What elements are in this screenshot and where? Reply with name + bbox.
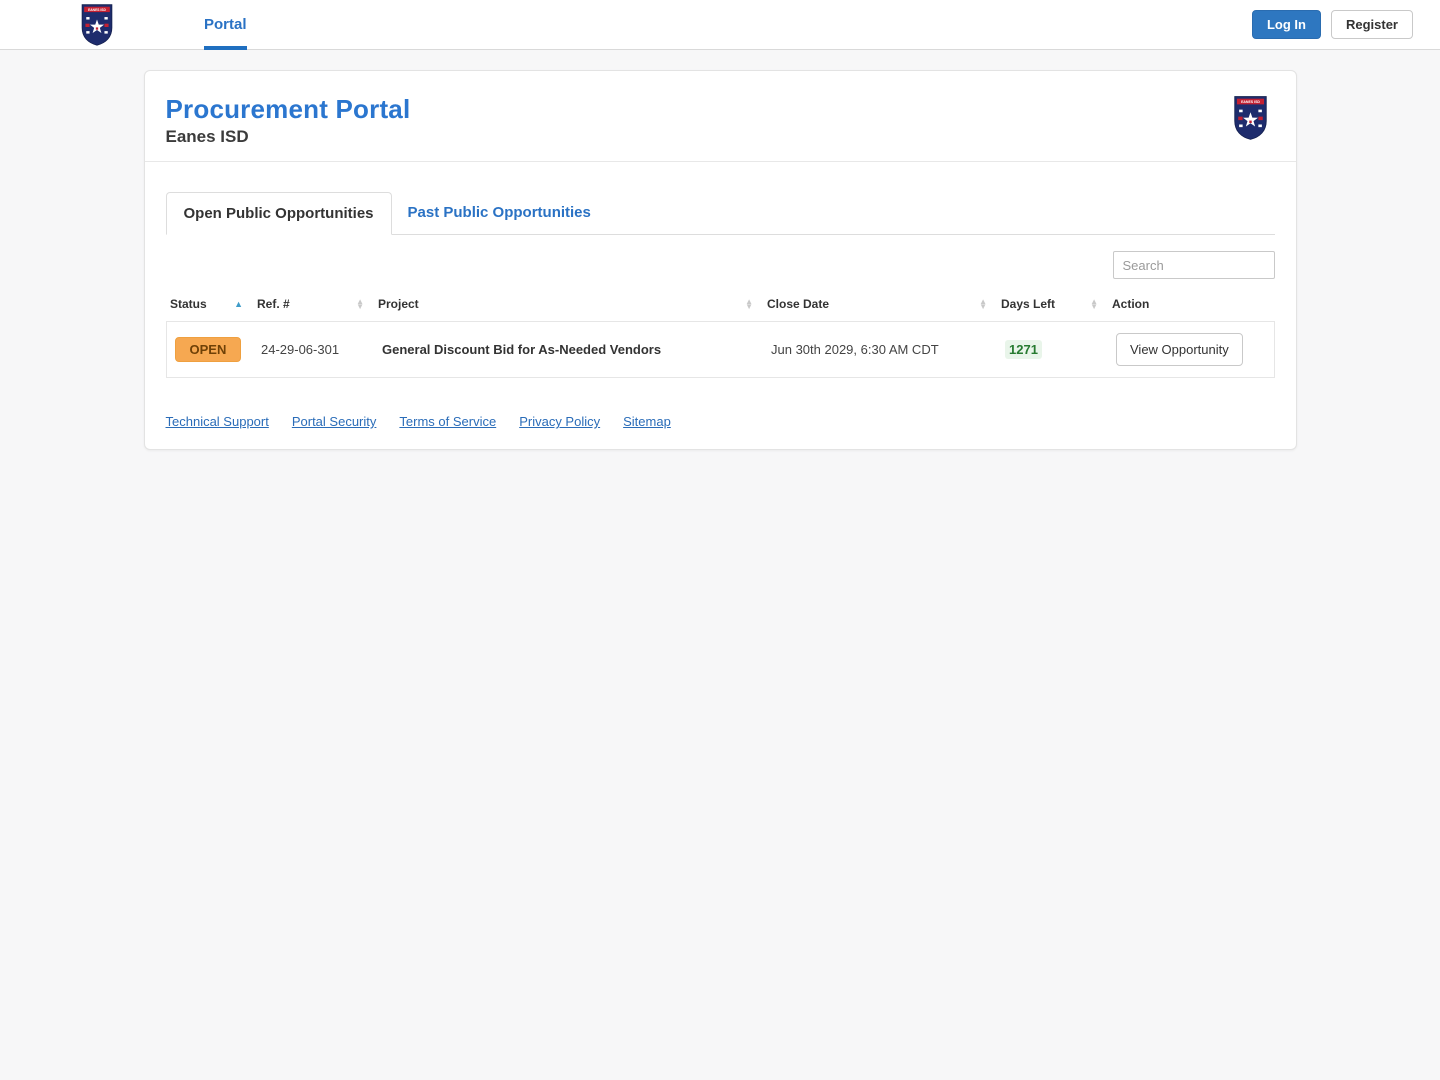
eanes-isd-shield-icon: EANES ISD [1233, 96, 1267, 140]
column-label: Close Date [767, 297, 830, 311]
search-input[interactable] [1112, 251, 1275, 279]
nav-tab-portal[interactable]: Portal [204, 0, 247, 50]
nav-home-link[interactable]: EANES ISD [80, 3, 204, 46]
tab-open-public-opportunities[interactable]: Open Public Opportunities [165, 192, 392, 235]
column-header-status[interactable]: Status ▲ [166, 287, 253, 322]
days-left-cell: 1271 [997, 321, 1108, 378]
footer-links: Technical Support Portal Security Terms … [166, 414, 1275, 429]
opportunities-tabbar: Open Public Opportunities Past Public Op… [165, 192, 1275, 235]
tab-past-public-opportunities[interactable]: Past Public Opportunities [407, 204, 591, 221]
terms-of-service-link[interactable]: Terms of Service [399, 414, 497, 429]
column-label: Project [378, 297, 419, 311]
sort-icon: ▲ ▼ [1090, 297, 1098, 311]
register-button[interactable]: Register [1330, 10, 1413, 39]
sort-icon: ▲ ▼ [979, 297, 987, 311]
card-body: Open Public Opportunities Past Public Op… [145, 192, 1296, 449]
sort-icon: ▲ ▼ [356, 297, 364, 311]
status-badge: OPEN [174, 337, 242, 362]
portal-security-link[interactable]: Portal Security [291, 414, 377, 429]
days-left-badge: 1271 [1005, 340, 1042, 359]
view-opportunity-button[interactable]: View Opportunity [1116, 333, 1243, 366]
column-label: Action [1112, 297, 1150, 311]
privacy-policy-link[interactable]: Privacy Policy [519, 414, 601, 429]
table-row: OPEN 24-29-06-301 General Discount Bid f… [165, 321, 1275, 378]
card-header: Procurement Portal Eanes ISD EANES ISD [145, 71, 1296, 147]
sort-ascending-icon: ▲ [234, 299, 243, 309]
svg-text:EANES ISD: EANES ISD [88, 8, 106, 12]
column-header-project[interactable]: Project ▲ ▼ [374, 287, 763, 322]
page-subtitle: Eanes ISD [165, 127, 249, 146]
sort-icon: ▲ ▼ [745, 297, 753, 311]
technical-support-link[interactable]: Technical Support [165, 414, 269, 429]
column-label: Status [170, 297, 207, 311]
procurement-portal-card: Procurement Portal Eanes ISD EANES ISD O… [143, 70, 1297, 450]
status-cell: OPEN [165, 321, 253, 378]
nav-actions: Log In Register [1251, 10, 1413, 39]
sitemap-link[interactable]: Sitemap [623, 414, 671, 429]
column-label: Days Left [1001, 297, 1056, 311]
column-header-close-date[interactable]: Close Date ▲ ▼ [763, 287, 997, 322]
close-date-cell: Jun 30th 2029, 6:30 AM CDT [763, 321, 997, 378]
ref-cell: 24-29-06-301 [253, 321, 374, 378]
svg-text:EANES ISD: EANES ISD [1241, 100, 1260, 104]
column-header-ref[interactable]: Ref. # ▲ ▼ [253, 287, 374, 322]
title-block: Procurement Portal Eanes ISD [166, 94, 411, 147]
login-button[interactable]: Log In [1251, 10, 1321, 39]
page-title: Procurement Portal [165, 94, 411, 124]
column-header-days-left[interactable]: Days Left ▲ ▼ [997, 287, 1108, 322]
project-cell: General Discount Bid for As-Needed Vendo… [374, 321, 763, 378]
action-cell: View Opportunity [1108, 321, 1275, 378]
column-header-action: Action [1108, 287, 1274, 322]
table-header-row: Status ▲ Ref. # ▲ ▼ Project ▲ ▼ [166, 287, 1274, 322]
top-navbar: EANES ISD Portal Log In Register [0, 0, 1440, 50]
column-label: Ref. # [257, 297, 290, 311]
opportunities-table: Status ▲ Ref. # ▲ ▼ Project ▲ ▼ [165, 287, 1275, 378]
header-divider [144, 161, 1296, 162]
eanes-isd-logo-icon: EANES ISD [81, 4, 113, 46]
search-row [166, 251, 1275, 279]
